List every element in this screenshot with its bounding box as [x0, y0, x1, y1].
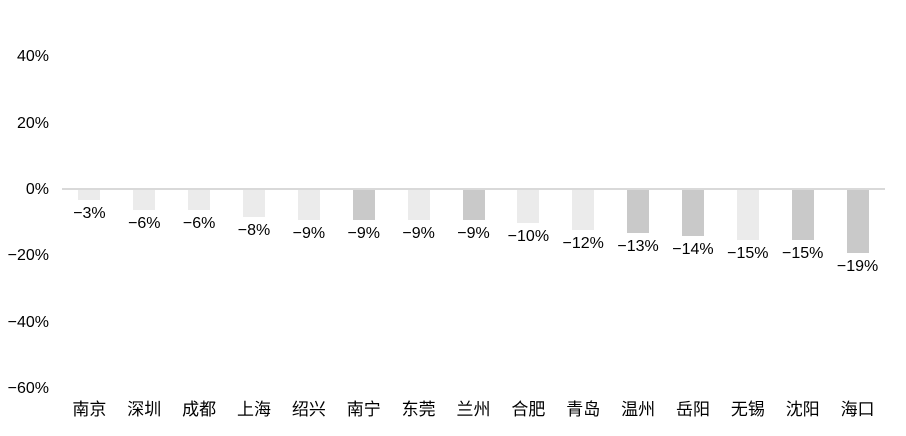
value-label-沈阳: −15% — [782, 244, 824, 262]
category-label-岳阳: 岳阳 — [675, 400, 710, 419]
bar-沈阳 — [791, 190, 814, 240]
bar-温州 — [627, 190, 650, 234]
bar-无锡 — [736, 190, 759, 240]
category-label-成都: 成都 — [182, 400, 217, 419]
category-label-上海: 上海 — [237, 400, 272, 419]
value-label-成都: −6% — [182, 214, 216, 232]
value-label-温州: −13% — [617, 238, 659, 256]
bar-成都 — [188, 190, 211, 210]
category-label-深圳: 深圳 — [127, 400, 162, 419]
category-label-南宁: 南宁 — [346, 400, 381, 419]
category-label-兰州: 兰州 — [456, 400, 491, 419]
bar-合肥 — [517, 190, 540, 224]
value-label-岳阳: −14% — [672, 241, 714, 259]
bar-岳阳 — [681, 190, 704, 237]
bar-绍兴 — [297, 190, 320, 220]
bar-上海 — [243, 190, 266, 217]
category-label-沈阳: 沈阳 — [785, 400, 820, 419]
category-label-海口: 海口 — [840, 400, 875, 419]
y-axis-tick-label: 40% — [16, 48, 49, 66]
category-label-无锡: 无锡 — [730, 400, 765, 419]
bar-南京 — [78, 190, 101, 200]
value-label-兰州: −9% — [457, 224, 490, 242]
bar-青岛 — [572, 190, 595, 230]
y-axis-tick-label: −40% — [7, 313, 49, 331]
category-label-温州: 温州 — [621, 400, 656, 419]
value-label-南宁: −9% — [347, 224, 380, 242]
bar-南宁 — [352, 190, 375, 220]
category-label-合肥: 合肥 — [511, 400, 546, 419]
value-label-上海: −8% — [237, 221, 271, 239]
bar-深圳 — [133, 190, 156, 210]
category-label-南京: 南京 — [72, 400, 107, 419]
y-axis-tick-label: 20% — [16, 114, 49, 132]
category-label-绍兴: 绍兴 — [291, 400, 326, 419]
x-axis-line — [62, 188, 885, 190]
y-axis-tick-label: −20% — [7, 247, 49, 265]
category-label-青岛: 青岛 — [566, 400, 601, 419]
value-label-绍兴: −9% — [292, 224, 326, 242]
y-axis-tick-label: −60% — [7, 380, 49, 398]
value-label-深圳: −6% — [128, 214, 161, 232]
y-axis-tick-label: 0% — [25, 181, 49, 198]
value-label-无锡: −15% — [727, 244, 769, 262]
value-label-南京: −3% — [73, 204, 106, 222]
bar-海口 — [846, 190, 869, 254]
value-label-海口: −19% — [836, 258, 879, 276]
value-label-青岛: −12% — [562, 234, 604, 252]
value-label-合肥: −10% — [507, 228, 550, 246]
bar-兰州 — [462, 190, 485, 220]
bar-东莞 — [407, 190, 430, 220]
value-label-东莞: −9% — [402, 224, 435, 242]
category-label-东莞: 东莞 — [401, 400, 436, 419]
